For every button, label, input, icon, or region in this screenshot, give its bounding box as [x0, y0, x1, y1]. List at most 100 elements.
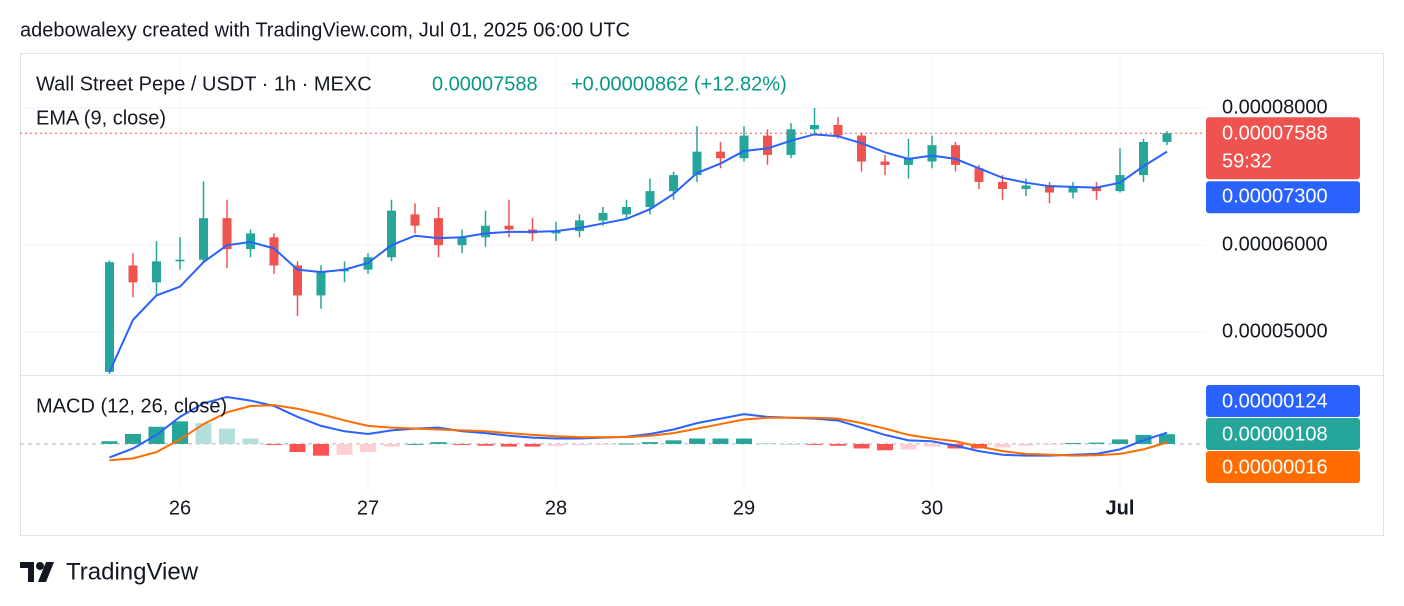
candle-body — [199, 218, 208, 260]
histogram-bar — [900, 443, 917, 450]
candle-body — [739, 135, 749, 159]
ema-value-label: 0.00007300 — [1222, 185, 1328, 207]
candle-body — [152, 261, 161, 283]
candle-body — [1162, 133, 1172, 142]
candle-body — [951, 145, 960, 165]
candle-body — [927, 145, 937, 162]
candle-body — [316, 271, 326, 296]
last-price-badge — [1206, 117, 1360, 180]
candle-body — [716, 151, 725, 159]
histogram-bar — [783, 443, 799, 445]
histogram-bar — [924, 443, 940, 447]
candle-body — [551, 231, 561, 234]
candle-body — [457, 237, 467, 246]
candle-body — [1092, 186, 1101, 192]
candle-body — [692, 151, 702, 176]
histogram-bar — [877, 443, 893, 451]
x-tick-label: 26 — [169, 497, 191, 519]
macd-legend: MACD (12, 26, close) — [36, 395, 227, 417]
histogram-bar — [125, 434, 141, 444]
last-price: 0.00007588 — [432, 73, 538, 95]
price-pane — [105, 107, 1172, 374]
last-price-label: 0.00007588 — [1222, 122, 1328, 144]
histogram-bar — [195, 423, 212, 444]
histogram-bar — [642, 442, 658, 444]
histogram-bar — [360, 443, 376, 453]
histogram-bar — [618, 443, 635, 445]
candle-body — [1045, 185, 1054, 193]
x-tick-label: Jul — [1106, 497, 1135, 519]
candle-body — [387, 210, 396, 258]
histogram-bar — [383, 443, 400, 447]
histogram-bar — [313, 443, 329, 456]
histogram-bar — [501, 443, 517, 447]
value-badge — [1206, 385, 1360, 417]
histogram-bar — [477, 443, 494, 446]
candle-body — [410, 214, 420, 226]
candle-body — [998, 181, 1007, 190]
histogram-bar — [689, 438, 705, 444]
plot: 26 27 28 29 30 Jul 0.00005000 0.00006000 0.00008… — [20, 54, 1360, 519]
candle-body — [293, 265, 302, 296]
candle-body — [1139, 141, 1148, 176]
y-tick-label: 0.00006000 — [1222, 233, 1328, 255]
histogram-bar — [595, 443, 611, 445]
x-tick-label: 28 — [545, 497, 567, 519]
countdown: 59:32 — [1222, 150, 1272, 172]
histogram-bar — [736, 438, 752, 444]
candle-body — [786, 129, 796, 155]
histogram-bar — [454, 443, 470, 445]
value-badge-label: 0.00000124 — [1222, 390, 1328, 412]
histogram-bar — [524, 443, 541, 447]
histogram-bar — [1041, 443, 1058, 445]
histogram-bar — [1018, 443, 1034, 446]
x-tick-label: 29 — [733, 497, 755, 519]
tradingview-logo — [20, 562, 54, 582]
candle-body — [763, 135, 772, 155]
histogram-bar — [101, 441, 118, 444]
ema-line — [108, 133, 1168, 373]
histogram-bar — [1112, 439, 1128, 444]
value-badge — [1206, 451, 1360, 483]
candle-body — [1068, 186, 1078, 193]
candle-body — [434, 218, 443, 246]
candle-body — [1021, 185, 1031, 190]
value-badge — [1206, 418, 1360, 450]
histogram-bar — [548, 443, 564, 447]
histogram-bar — [759, 443, 776, 445]
histogram-bar — [571, 443, 588, 446]
histogram-bar — [266, 443, 282, 445]
chart-frame — [20, 53, 1384, 536]
candle-body — [974, 168, 984, 182]
candle-body — [904, 158, 913, 165]
candle-body — [222, 218, 232, 250]
candle-body — [645, 191, 655, 207]
histogram-bar — [1065, 443, 1081, 445]
macd-pane — [20, 395, 1205, 462]
histogram-bar — [853, 443, 870, 449]
candle-body — [175, 259, 185, 262]
value-badge-label: 0.00000016 — [1222, 456, 1328, 478]
histogram-bar — [665, 440, 682, 444]
candle-body — [269, 237, 279, 266]
candle-body — [857, 135, 866, 162]
candle-body — [833, 124, 843, 136]
candle-body — [880, 161, 890, 165]
histogram-bar — [806, 443, 823, 445]
candle-body — [810, 124, 819, 130]
histogram-bar — [219, 428, 235, 444]
candle-body — [504, 225, 514, 230]
histogram-bar — [242, 438, 259, 444]
ema-badge — [1206, 181, 1360, 214]
y-tick-label: 0.00008000 — [1222, 96, 1328, 118]
histogram-bar — [1088, 442, 1105, 444]
candle-body — [105, 262, 114, 372]
macd-line — [109, 395, 1168, 459]
candle-body — [622, 206, 631, 215]
histogram-bar — [1159, 434, 1175, 444]
signal-line — [109, 404, 1168, 462]
candle-body — [481, 225, 490, 238]
x-tick-label: 30 — [921, 497, 943, 519]
